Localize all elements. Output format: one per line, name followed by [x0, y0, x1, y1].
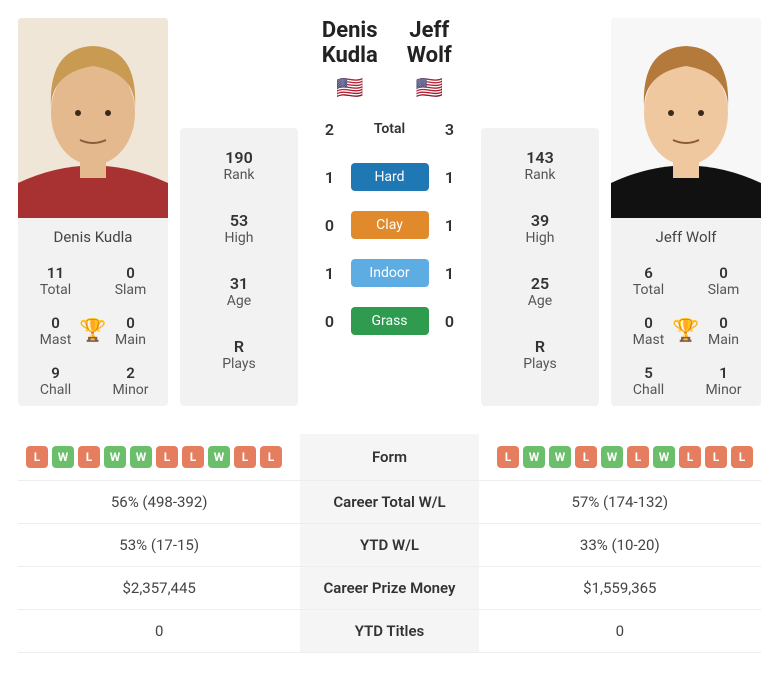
form-loss[interactable]: L	[497, 446, 519, 468]
p2-title-total: 6Total	[611, 256, 686, 306]
trophy-icon: 🏆	[79, 319, 106, 344]
p2-high: 39	[481, 211, 599, 230]
p2-title-minor: 1Minor	[686, 356, 761, 406]
p1-ytd-wl: 53% (17-15)	[18, 524, 300, 567]
form-win[interactable]: W	[208, 446, 230, 468]
form-win[interactable]: W	[601, 446, 623, 468]
form-win[interactable]: W	[653, 446, 675, 468]
form-loss[interactable]: L	[182, 446, 204, 468]
player2-form: LWWLWLWLLL	[487, 446, 753, 468]
form-win[interactable]: W	[104, 446, 126, 468]
player1-form: LWLWWLLWLL	[26, 446, 292, 468]
row-ytd-wl: 53% (17-15) YTD W/L 33% (10-20)	[18, 524, 761, 567]
h2h-total-p2: 3	[435, 120, 465, 139]
row-prize: $2,357,445 Career Prize Money $1,559,365	[18, 567, 761, 610]
surface-indoor[interactable]: Indoor	[351, 259, 429, 287]
comparison-table: LWLWWLLWLL Form LWWLWLWLLL 56% (498-392)…	[18, 434, 761, 653]
player1-flag-icon: 🇺🇸	[310, 76, 390, 101]
surface-hard[interactable]: Hard	[351, 163, 429, 191]
p2-rank: 143	[481, 148, 599, 167]
p1-ytd-titles: 0	[18, 610, 300, 653]
center-column: Denis Kudla 🇺🇸 Jeff Wolf 🇺🇸 2Total3 1Har…	[310, 18, 469, 406]
trophy-icon: 🏆	[672, 319, 699, 344]
p1-title-minor: 2Minor	[93, 356, 168, 406]
p1-title-total: 11Total	[18, 256, 93, 306]
form-loss[interactable]: L	[234, 446, 256, 468]
surface-clay[interactable]: Clay	[351, 211, 429, 239]
p2-plays: R	[481, 337, 599, 356]
player2-name-below: Jeff Wolf	[611, 218, 761, 256]
h2h-total-label: Total	[351, 115, 429, 143]
player1-stats: 190Rank 53High 31Age RPlays	[180, 128, 298, 406]
player1-card: Denis Kudla 11Total 0Slam 0Mast 0Main 9C…	[18, 18, 168, 406]
player2-header: Jeff Wolf 🇺🇸	[390, 18, 470, 101]
p2-age: 25	[481, 274, 599, 293]
p2-ytd-wl: 33% (10-20)	[479, 524, 761, 567]
player1-header: Denis Kudla 🇺🇸	[310, 18, 390, 101]
player1-titles: 11Total 0Slam 0Mast 0Main 9Chall 2Minor …	[18, 256, 168, 406]
row-career-wl: 56% (498-392) Career Total W/L 57% (174-…	[18, 481, 761, 524]
player2-titles: 6Total 0Slam 0Mast 0Main 5Chall 1Minor 🏆	[611, 256, 761, 406]
form-win[interactable]: W	[52, 446, 74, 468]
form-loss[interactable]: L	[78, 446, 100, 468]
form-loss[interactable]: L	[575, 446, 597, 468]
p2-ytd-titles: 0	[479, 610, 761, 653]
p1-title-slam: 0Slam	[93, 256, 168, 306]
form-loss[interactable]: L	[26, 446, 48, 468]
form-loss[interactable]: L	[679, 446, 701, 468]
p2-career-wl: 57% (174-132)	[479, 481, 761, 524]
form-loss[interactable]: L	[260, 446, 282, 468]
form-loss[interactable]: L	[156, 446, 178, 468]
form-win[interactable]: W	[130, 446, 152, 468]
p2-title-slam: 0Slam	[686, 256, 761, 306]
form-win[interactable]: W	[549, 446, 571, 468]
row-ytd-titles: 0 YTD Titles 0	[18, 610, 761, 653]
p1-plays: R	[180, 337, 298, 356]
p1-title-chall: 9Chall	[18, 356, 93, 406]
player1-photo	[18, 18, 168, 218]
p1-career-wl: 56% (498-392)	[18, 481, 300, 524]
p1-high: 53	[180, 211, 298, 230]
form-loss[interactable]: L	[731, 446, 753, 468]
form-loss[interactable]: L	[627, 446, 649, 468]
player1-name-below: Denis Kudla	[18, 218, 168, 256]
player2-card: Jeff Wolf 6Total 0Slam 0Mast 0Main 5Chal…	[611, 18, 761, 406]
p1-rank: 190	[180, 148, 298, 167]
player2-stats: 143Rank 39High 25Age RPlays	[481, 128, 599, 406]
p2-prize: $1,559,365	[479, 567, 761, 610]
p2-title-chall: 5Chall	[611, 356, 686, 406]
form-win[interactable]: W	[523, 446, 545, 468]
form-loss[interactable]: L	[705, 446, 727, 468]
h2h-grid: 2Total3 1Hard1 0Clay1 1Indoor1 0Grass0	[315, 115, 465, 355]
surface-grass[interactable]: Grass	[351, 307, 429, 335]
h2h-total-p1: 2	[315, 120, 345, 139]
row-form: LWLWWLLWLL Form LWWLWLWLLL	[18, 434, 761, 481]
player2-flag-icon: 🇺🇸	[390, 76, 470, 101]
p1-prize: $2,357,445	[18, 567, 300, 610]
player2-photo	[611, 18, 761, 218]
p1-age: 31	[180, 274, 298, 293]
